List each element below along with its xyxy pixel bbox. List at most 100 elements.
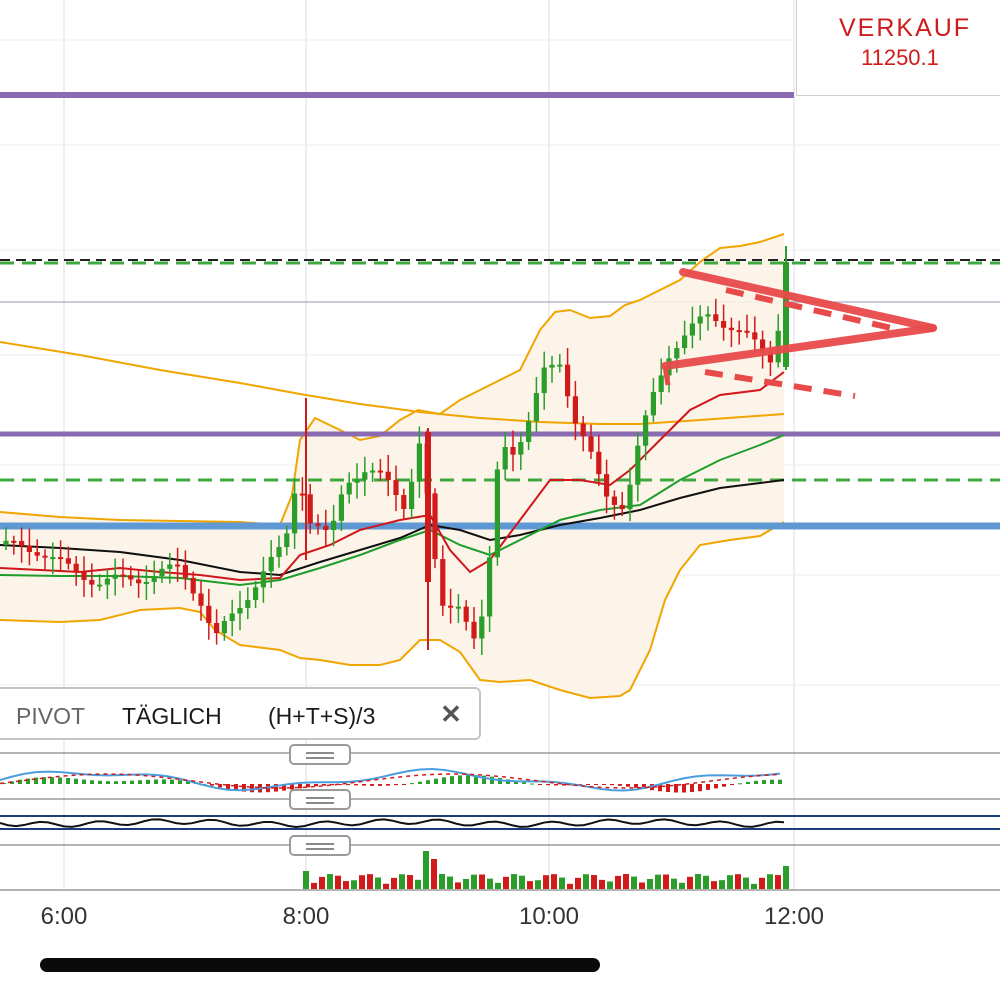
histogram-bar [186,781,190,784]
histogram-bar [90,780,94,784]
candle-bearish [19,541,25,546]
candle-bullish [97,584,103,587]
histogram-bar [114,781,118,784]
ma-fast [0,371,785,582]
histogram-bar [130,780,134,784]
volume-bar [439,874,445,889]
pane-resize-handle[interactable] [289,744,351,765]
volume-bar [783,866,789,889]
volume-bar [607,881,613,889]
volume-bar [551,874,557,889]
candle-bullish [284,533,290,548]
volume-bar [327,874,333,889]
histogram-bar [162,779,166,784]
triangle-pattern [661,268,937,399]
sell-button[interactable]: VERKAUF 11250.1 [796,0,1000,96]
close-icon[interactable]: ✕ [440,699,462,729]
histogram-bar [146,779,150,784]
volume-bar [639,882,645,889]
home-indicator[interactable] [40,958,600,972]
histogram-bar [218,784,222,788]
volume-bar [311,882,317,889]
pivot-indicator-legend[interactable]: PIVOT TÄGLICH (H+T+S)/3 ✕ [0,687,481,740]
candle-bearish [34,552,40,556]
histogram-bar [370,784,374,786]
volume-bar [591,875,597,889]
histogram-bar [522,782,526,784]
candle-bearish [736,330,742,333]
candle-bullish [50,557,56,560]
candle-bearish [393,480,399,496]
chart-grid [0,0,1000,890]
time-tick-label: 10:00 [519,903,579,930]
candle-bullish [682,335,688,349]
candle-bearish [401,495,407,509]
volume-bar [359,875,365,889]
candle-bullish [268,556,274,572]
volume-bar [599,879,605,889]
volume-bar [351,880,357,889]
candle-bearish [580,423,586,437]
volume-bar [471,874,477,889]
volume-bar [527,881,533,889]
candle-bullish [557,364,563,367]
candlesticks [3,246,789,655]
histogram-bar [378,784,382,786]
histogram-bar [482,775,486,784]
volume-bar [479,874,485,889]
histogram-bar [682,784,686,793]
candle-bullish [635,445,641,485]
volume-bar [687,876,693,889]
candle-bullish [479,616,485,639]
candle-bullish [362,472,368,480]
time-tick-label: 6:00 [41,903,88,930]
histogram-bar [402,784,406,785]
volume-bar [703,875,709,889]
volume-bar [455,882,461,889]
bollinger-bands [0,233,785,700]
volume-bar [695,874,701,889]
volume-bar [575,877,581,889]
indicator-name: PIVOT [16,703,86,729]
histogram-bar [538,784,542,785]
histogram-bar [338,784,342,786]
pane-resize-handle[interactable] [289,789,351,810]
histogram-bar [594,784,598,785]
histogram-bar [418,781,422,784]
candle-bullish [112,574,118,579]
candle-bullish [159,568,165,577]
candle-bullish [276,547,282,557]
histogram-bar [642,784,646,789]
histogram-bar [234,784,238,791]
histogram-bar [490,776,494,784]
volume-bar [655,874,661,889]
candle-bullish [705,314,711,317]
candle-bullish [487,557,493,617]
volume-bar [367,874,373,889]
histogram-bar [66,778,70,784]
histogram-bar [362,784,366,786]
histogram-bar [746,781,750,784]
pane-resize-handle[interactable] [289,835,351,856]
indicator-panes [0,752,1000,891]
signal-line [0,773,781,789]
volume-bar [407,875,413,889]
volume-bar [671,878,677,889]
volume-bar [319,876,325,889]
candle-bearish [323,525,329,531]
candle-bearish [42,555,48,558]
candle-bearish [744,330,750,333]
volume-bar [519,875,525,889]
histogram-bar [514,780,518,784]
volume-bar [535,880,541,889]
histogram-bar [18,779,22,784]
candle-bearish [315,523,321,526]
candle-bearish [175,564,181,567]
histogram-bar [346,784,350,786]
candle-bearish [11,540,17,543]
histogram-bar [74,778,78,784]
histogram-bar [562,784,566,786]
candle-bearish [58,557,64,560]
candle-bearish [190,577,196,594]
